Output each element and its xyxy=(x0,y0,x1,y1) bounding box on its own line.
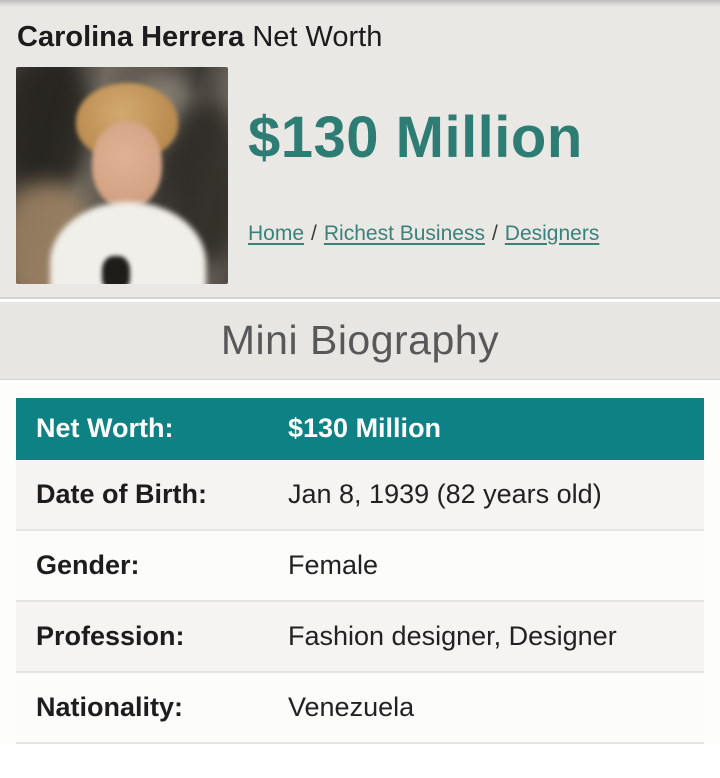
row-value: Fashion designer, Designer xyxy=(288,620,617,651)
row-label: Gender: xyxy=(36,549,140,580)
person-face-shape xyxy=(92,120,162,209)
portrait-photo xyxy=(16,66,228,284)
bio-table: Net Worth: $130 Million Date of Birth: J… xyxy=(16,397,704,744)
breadcrumb-link-designers[interactable]: Designers xyxy=(504,221,600,245)
table-row-nationality: Nationality: Venezuela xyxy=(16,672,704,744)
breadcrumb-separator: / xyxy=(491,221,498,245)
row-value: Female xyxy=(288,549,379,580)
row-label: Nationality: xyxy=(36,691,184,722)
page-title-suffix: Net Worth xyxy=(244,21,383,53)
table-row-profession: Profession: Fashion designer, Designer xyxy=(16,601,704,673)
breadcrumb-link-home[interactable]: Home xyxy=(248,221,305,245)
breadcrumb-separator: / xyxy=(311,221,317,245)
mini-biography-heading: Mini Biography xyxy=(0,301,720,380)
breadcrumb-link-richest-business[interactable]: Richest Business xyxy=(323,221,485,245)
header-section: Carolina Herrera Net Worth $130 Million … xyxy=(0,7,720,299)
row-value: Jan 8, 1939 (82 years old) xyxy=(288,478,602,509)
row-label: Date of Birth: xyxy=(36,478,207,509)
table-row-date-of-birth: Date of Birth: Jan 8, 1939 (82 years old… xyxy=(16,459,704,531)
bio-header-value: $130 Million xyxy=(288,413,442,444)
row-value: Venezuela xyxy=(288,691,415,722)
page-title: Carolina Herrera Net Worth xyxy=(16,7,704,67)
row-label: Profession: xyxy=(36,620,185,651)
table-row-gender: Gender: Female xyxy=(16,530,704,602)
bio-table-header-row: Net Worth: $130 Million xyxy=(16,397,704,460)
header-row: $130 Million Home / Richest Business / Desig… xyxy=(16,66,704,297)
net-worth-amount: $130 Million xyxy=(248,104,583,170)
header-right-column: $130 Million Home / Richest Business / Desig… xyxy=(228,67,704,284)
bio-header-label: Net Worth: xyxy=(36,413,174,444)
content-area: Net Worth: $130 Million Date of Birth: J… xyxy=(0,379,720,744)
microphone-shape xyxy=(102,255,130,284)
page-title-name: Carolina Herrera xyxy=(17,21,245,53)
top-gradient-strip xyxy=(0,0,720,7)
breadcrumb: Home / Richest Business / Designers xyxy=(248,222,704,246)
